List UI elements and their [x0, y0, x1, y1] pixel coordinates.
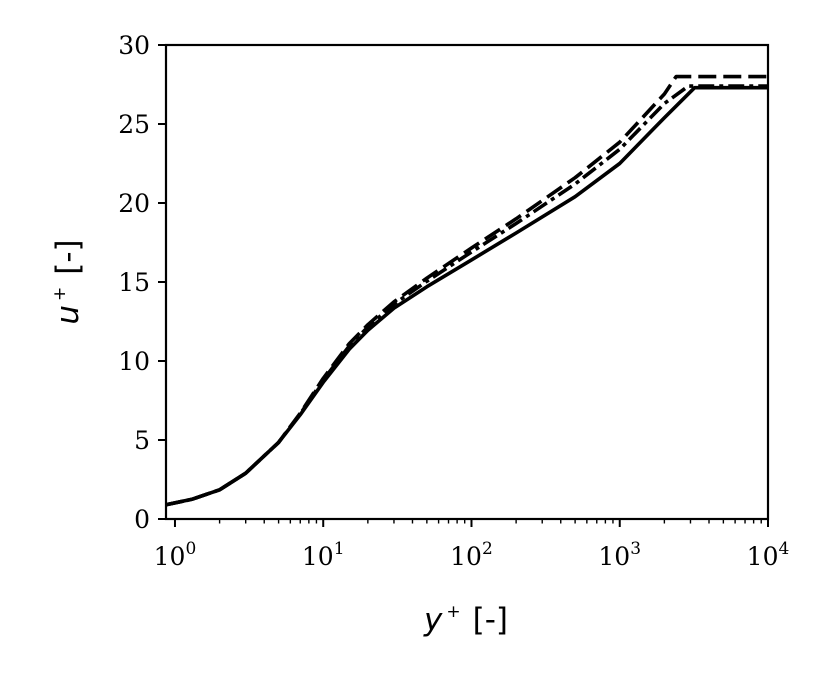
- y-tick-label: 10: [118, 347, 150, 376]
- x-axis-var: y: [423, 602, 443, 638]
- x-tick-label: 100: [154, 539, 197, 571]
- x-axis-sup: +: [446, 602, 460, 622]
- y-tick-label: 20: [118, 189, 150, 218]
- x-axis-unit: [-]: [473, 602, 508, 638]
- y-tick-label: 30: [118, 31, 150, 60]
- y-axis-sup: +: [50, 287, 70, 301]
- y-axis-var: u: [50, 305, 86, 325]
- ticks-layer: 0 5 10 15 20 25 30 100 101 102 103 104: [118, 31, 789, 571]
- y-axis-title: u + [-]: [50, 239, 86, 324]
- y-axis-unit: [-]: [50, 239, 86, 274]
- series-line-1-solid: [165, 85, 768, 507]
- x-tick-label: 101: [302, 539, 345, 571]
- plot-frame: [164, 43, 770, 521]
- x-axis-title: y + [-]: [423, 602, 508, 638]
- series-line-2-dashed: [165, 74, 768, 507]
- y-tick-label: 25: [118, 110, 150, 139]
- series-line-3-dashdot: [165, 84, 768, 507]
- y-tick-label: 15: [118, 268, 150, 297]
- y-tick-label: 0: [134, 505, 150, 534]
- x-tick-label: 103: [598, 539, 641, 571]
- x-tick-label: 102: [450, 539, 493, 571]
- x-tick-label: 104: [747, 539, 790, 571]
- series-layer: [165, 74, 768, 507]
- y-tick-label: 5: [134, 426, 150, 455]
